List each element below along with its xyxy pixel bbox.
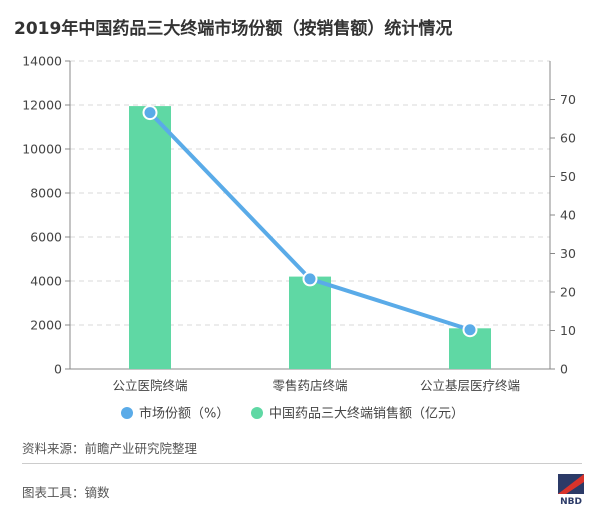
x-tick-label-2: 公立基层医疗终端: [420, 378, 520, 393]
legend-label-share: 市场份额（%）: [139, 406, 229, 422]
legend-label-sales: 中国药品三大终端销售额（亿元）: [269, 406, 464, 422]
tool-note: 图表工具：镝数: [22, 485, 110, 500]
bar-1: [289, 276, 331, 369]
y-left-tick-label-1: 2000: [30, 318, 62, 333]
legend-marker-sales: [251, 407, 263, 419]
y-left-tick-label-6: 12000: [22, 98, 62, 113]
y-left-tick-label-7: 14000: [22, 54, 62, 69]
y-right-tick-label-5: 50: [560, 169, 576, 184]
y-right-tick-label-3: 30: [560, 246, 576, 261]
chart-title: 2019年中国药品三大终端市场份额（按销售额）统计情况: [14, 19, 453, 39]
y-left-tick-label-2: 4000: [30, 274, 62, 289]
divider: [22, 463, 582, 464]
combo-chart: 0 2000 4000 6000 8000 10000 12000 14000 0 10 20 30 4…: [22, 54, 576, 422]
logo-text: NBD: [560, 497, 582, 507]
y-right-tick-label-7: 70: [560, 92, 576, 107]
y-left-tick-label-3: 6000: [30, 230, 62, 245]
share-point-0: [142, 105, 158, 121]
y-left-tick-label-5: 10000: [22, 142, 62, 157]
y-right-tick-label-2: 20: [560, 285, 576, 300]
x-tick-label-0: 公立医院终端: [112, 378, 187, 393]
y-right-tick-label-1: 10: [560, 323, 576, 338]
share-point-1: [302, 271, 318, 287]
y-left-tick-label-4: 8000: [30, 186, 62, 201]
y-left-tick-label-0: 0: [54, 362, 62, 377]
legend-marker-share: [121, 407, 133, 419]
nbd-logo: NBD: [558, 474, 584, 507]
x-tick-label-1: 零售药店终端: [272, 378, 347, 393]
y-right-tick-label-4: 40: [560, 208, 576, 223]
bar-0: [129, 106, 171, 369]
y-right-tick-label-6: 60: [560, 131, 576, 146]
source-note: 资料来源：前瞻产业研究院整理: [22, 441, 198, 456]
y-right-tick-label-0: 0: [560, 362, 568, 377]
share-point-2: [462, 322, 478, 338]
